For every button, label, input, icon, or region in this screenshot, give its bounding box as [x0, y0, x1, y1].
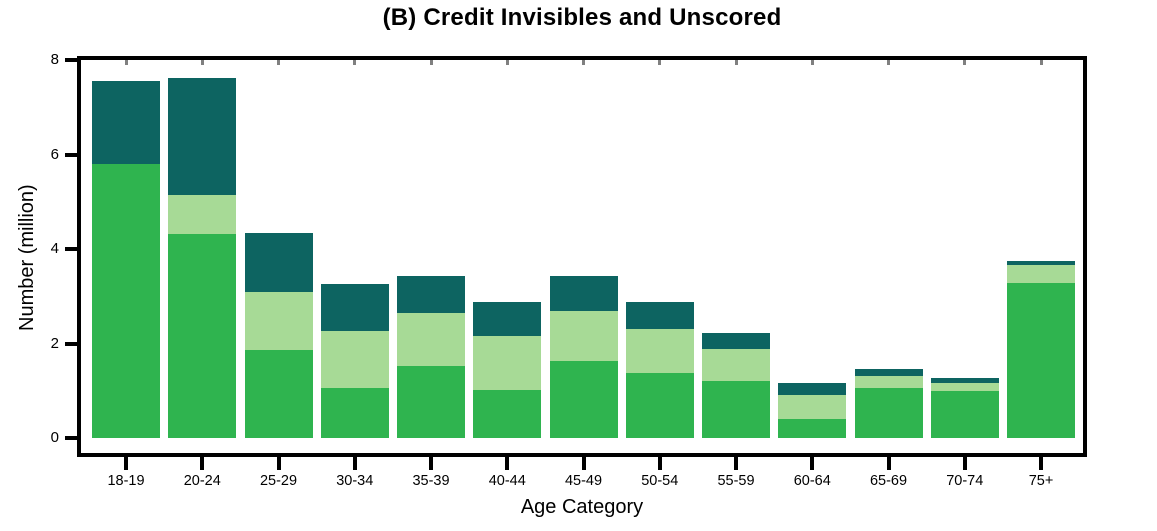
dark-teal-top-segment: [930, 378, 999, 383]
dark-teal-top-segment: [854, 368, 923, 376]
green-bottom-segment: [397, 366, 465, 438]
dark-teal-top-segment: [702, 333, 770, 350]
dark-teal-top-segment: [168, 77, 237, 196]
x-axis-tick: [886, 457, 891, 470]
light-green-middle-segment: [549, 310, 618, 361]
x-axis-tick: [276, 457, 281, 470]
top-axis-tick: [582, 60, 585, 65]
dark-teal-top-segment: [320, 283, 389, 331]
dark-teal-top-segment: [473, 302, 542, 336]
light-green-middle-segment: [1007, 264, 1075, 283]
y-tick-label: 4: [50, 240, 59, 257]
x-tick-label: 25-29: [259, 473, 298, 489]
light-green-middle-segment: [702, 349, 770, 382]
light-green-middle-segment: [778, 394, 847, 419]
x-tick-label: 60-64: [793, 473, 831, 489]
x-axis-tick: [810, 457, 815, 470]
x-tick-label: 40-44: [488, 473, 526, 489]
top-axis-tick: [353, 60, 357, 65]
top-axis-tick: [963, 60, 967, 65]
light-green-middle-segment: [244, 291, 313, 351]
dark-teal-top-segment: [397, 275, 465, 314]
top-axis-tick: [810, 60, 814, 65]
x-axis-tick: [200, 457, 205, 470]
light-green-middle-segment: [168, 195, 237, 234]
green-bottom-segment: [244, 350, 313, 438]
green-bottom-segment: [92, 163, 160, 438]
plot-area: 18-19 20-24 25-29 30-34 35-39 40-44 45-49 50-54…: [51, 51, 1087, 489]
dark-teal-top-segment: [1007, 260, 1075, 265]
top-axis-tick: [505, 60, 509, 65]
y-tick-label: 2: [50, 334, 59, 352]
y-axis-tick: [65, 436, 77, 440]
green-bottom-segment: [549, 360, 618, 438]
y-axis-tick: [65, 247, 77, 251]
light-green-middle-segment: [625, 329, 694, 373]
dark-teal-top-segment: [625, 302, 694, 330]
green-bottom-segment: [778, 418, 847, 438]
x-axis-label: Age Category: [520, 496, 644, 518]
green-bottom-segment: [930, 391, 999, 438]
top-axis-tick: [124, 60, 128, 65]
dark-teal-top-segment: [778, 382, 847, 395]
light-green-middle-segment: [397, 313, 465, 367]
x-tick-label: 45-49: [564, 473, 603, 489]
green-bottom-segment: [625, 372, 694, 438]
top-axis-tick: [1039, 60, 1043, 65]
green-bottom-segment: [473, 390, 542, 438]
x-tick-label: 20-24: [183, 473, 221, 489]
green-bottom-segment: [1007, 282, 1075, 438]
x-axis-tick: [962, 457, 967, 470]
top-axis-tick: [658, 60, 662, 65]
x-tick-label: 35-39: [412, 473, 450, 489]
x-tick-label: 50-54: [641, 473, 679, 489]
light-green-middle-segment: [854, 375, 923, 389]
x-tick-label: 65-69: [869, 473, 908, 489]
green-bottom-segment: [854, 388, 923, 438]
y-axis-tick: [65, 58, 77, 62]
dark-teal-top-segment: [244, 232, 313, 292]
y-tick-label: 8: [50, 51, 59, 68]
green-bottom-segment: [320, 388, 389, 438]
x-axis-tick: [505, 457, 510, 470]
green-bottom-segment: [168, 233, 237, 438]
top-axis-tick: [887, 60, 890, 65]
x-axis-tick: [352, 457, 357, 470]
x-axis-tick: [429, 457, 433, 470]
light-green-middle-segment: [930, 382, 999, 392]
green-bottom-segment: [702, 381, 770, 438]
x-tick-label: 30-34: [336, 473, 374, 489]
top-axis-tick: [200, 60, 204, 65]
x-axis-tick: [657, 457, 662, 470]
light-green-middle-segment: [473, 335, 542, 391]
x-tick-label: 55-59: [717, 473, 755, 489]
x-axis-tick: [581, 457, 586, 470]
x-tick-label: 18-19: [107, 473, 145, 489]
y-tick-label: 0: [50, 429, 59, 446]
x-axis-tick: [1039, 457, 1043, 470]
x-tick-label: 70-74: [946, 473, 984, 489]
y-axis-tick: [65, 152, 77, 157]
y-axis-tick: [65, 341, 77, 346]
x-tick-label: 75+: [1028, 473, 1054, 489]
light-green-middle-segment: [320, 330, 389, 389]
top-axis-tick: [429, 60, 433, 65]
x-axis-tick: [124, 457, 128, 470]
dark-teal-top-segment: [92, 81, 160, 164]
x-axis-tick: [734, 457, 738, 470]
top-axis-tick: [277, 60, 280, 65]
dark-teal-top-segment: [549, 275, 618, 311]
y-tick-label: 6: [50, 145, 59, 163]
chart-title: (B) Credit Invisibles and Unscored: [382, 4, 782, 31]
top-axis-tick: [734, 60, 738, 65]
